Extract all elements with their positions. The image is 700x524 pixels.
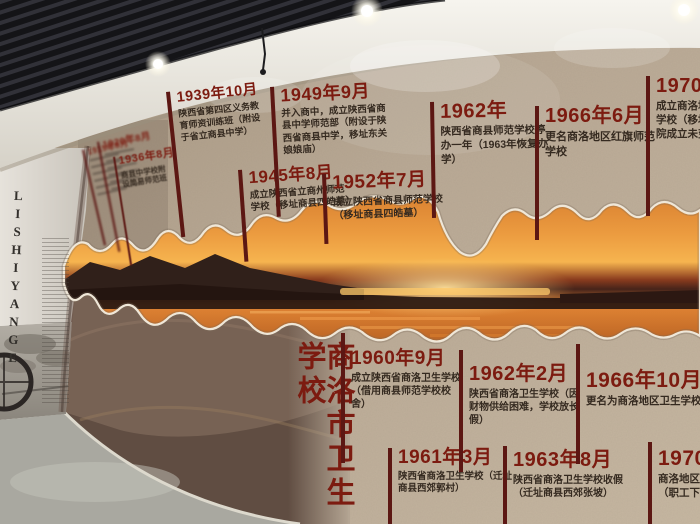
timeline-date: 1966年10月 <box>586 369 700 392</box>
timeline-date: 1960年9月 <box>351 348 446 369</box>
timeline-entry-1960: 1960年9月 成立陕西省商洛卫生学校（借用商县师范学校校舍） <box>341 333 461 463</box>
timeline-entry-1970-bottom: 1970年 商洛地区卫生 （职工下放） <box>648 442 700 524</box>
timeline-date: 1970年 <box>658 447 700 470</box>
timeline-date: 1961年3月 <box>398 447 493 468</box>
wall-light-glow <box>350 40 500 92</box>
timeline-body: 并入商中，成立陕西省商县中学师范部（附设于陕西省商县中学，移址东关娘娘庙） <box>281 102 388 157</box>
vintage-photo <box>0 322 72 420</box>
timeline-body: 商洛地区卫生 （职工下放） <box>658 473 700 499</box>
slatted-ceiling <box>0 0 445 110</box>
timeline-body: 陕西省商洛卫生学校收假（迁址商县西郊张坡） <box>513 475 623 500</box>
timeline-entry-1970-top: 1970年 成立商洛地 学校（移址 院成立未变 <box>646 76 700 216</box>
timeline-entry-1962-2: 1962年2月 陕西省商洛卫生学校（因财物供给困难，学校放长假） <box>459 350 585 472</box>
left-wall-paragraph-illegible <box>42 238 69 404</box>
timeline-body: 陕西省商洛卫生学校（因财物供给困难，学校放长假） <box>469 389 579 427</box>
left-side-wall <box>0 145 92 420</box>
timeline-body: 更名商洛地区红旗师范学校 <box>545 131 655 158</box>
timeline-date: 1963年8月 <box>513 449 613 471</box>
timeline-body: 商县中学校附设简易师范班 <box>120 163 168 190</box>
timeline-entry-1966-6: 1966年6月 更名商洛地区红旗师范学校 <box>535 106 663 240</box>
timeline-date: 1949年9月 <box>279 80 371 106</box>
timeline-body: 更名为商洛地区卫生学校 <box>586 395 700 408</box>
timeline-date: 1962年2月 <box>469 363 569 385</box>
timeline-date: 1970年 <box>656 75 700 97</box>
timeline-entry-1961: 1961年3月 陕西省商洛卫生学校（迁址商县西郊郭村） <box>388 448 514 524</box>
timeline-entry-1966-10: 1966年10月 更名为商洛地区卫生学校 <box>576 344 700 464</box>
timeline-date: 1966年6月 <box>545 105 645 127</box>
timeline-entry-1963: 1963年8月 陕西省商洛卫生学校收假（迁址商县西郊张坡） <box>503 446 641 524</box>
timeline-body: 成立商洛地 学校（移址 院成立未变 <box>656 100 700 140</box>
floor <box>0 408 301 524</box>
ceiling <box>0 0 700 172</box>
timeline-body: 陕西省第四区义务教育师资训练班（附设于省立商县中学） <box>177 100 261 143</box>
hanging-cable <box>261 27 267 71</box>
bottom-section-title: 商洛市卫生学校 <box>293 341 354 511</box>
timeline-body: 成立陕西省商洛卫生学校（借用商县师范学校校舍） <box>351 372 461 411</box>
timeline-body: 陕西省商洛卫生学校（迁址商县西郊郭村） <box>398 470 513 495</box>
